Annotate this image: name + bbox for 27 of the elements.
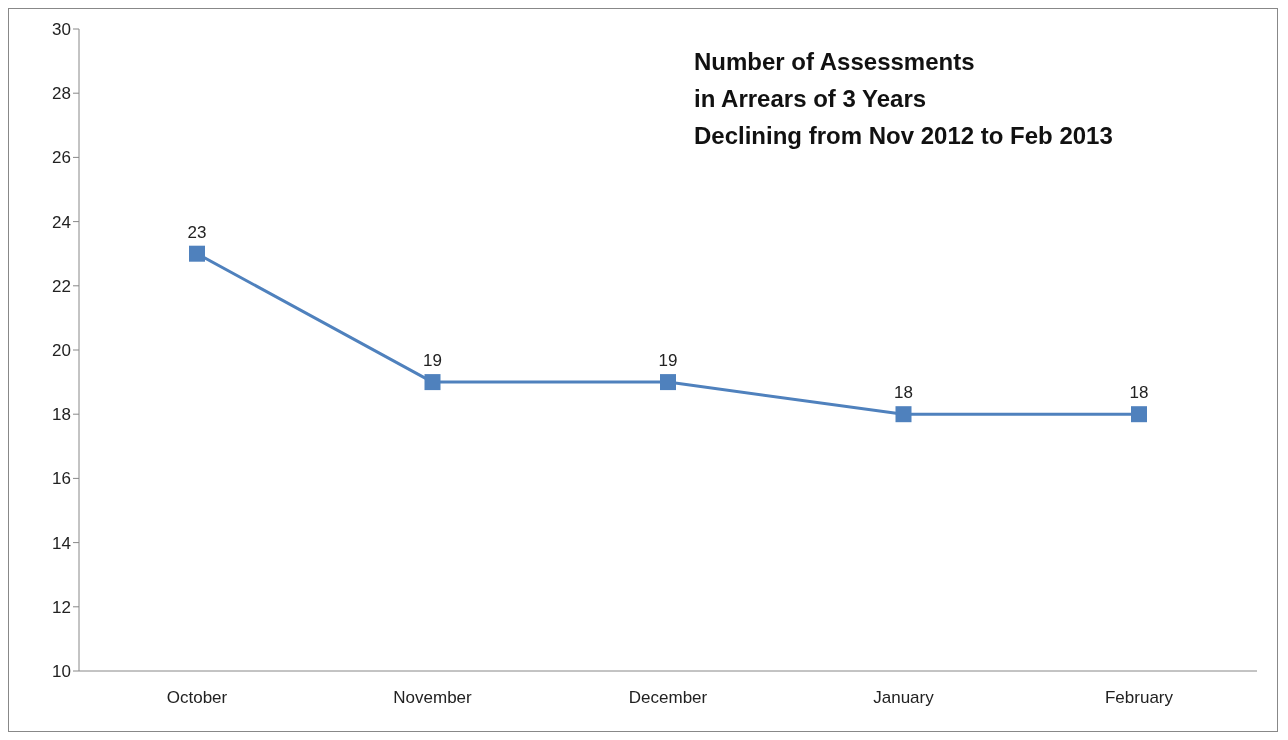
data-label: 18 — [1129, 383, 1149, 403]
point — [424, 374, 441, 391]
x-tick-label: November — [393, 688, 473, 708]
y-tick-label: 26 — [52, 148, 71, 168]
data-label: 18 — [894, 383, 913, 403]
point — [189, 245, 205, 262]
text: Number of Assessments in Arrears of 3 Years Declining from Nov 2012 to Feb 2013 — [694, 47, 1113, 152]
y-tick-label: 22 — [52, 276, 71, 296]
y-tick-label: 24 — [52, 212, 71, 232]
data-label: 19 — [658, 351, 678, 371]
data-label: 19 — [423, 351, 442, 371]
y-tick-label: 28 — [52, 84, 71, 104]
data-label: 23 — [187, 222, 207, 242]
point — [1131, 406, 1147, 423]
y-tick-label: 16 — [52, 469, 71, 489]
y-tick-label: 30 — [52, 20, 71, 40]
x-tick-label: January — [873, 688, 935, 708]
y-tick-label: 12 — [52, 597, 71, 617]
x-tick-label: October — [166, 688, 228, 708]
y-tick-label: 10 — [52, 662, 71, 682]
y-tick-label: 18 — [52, 405, 71, 425]
x-tick-label: December — [628, 688, 708, 708]
y-tick-label: 14 — [52, 533, 71, 553]
y-tick-label: 20 — [52, 341, 71, 361]
x-tick-label: February — [1104, 688, 1174, 708]
point — [895, 406, 912, 423]
point — [660, 374, 676, 391]
